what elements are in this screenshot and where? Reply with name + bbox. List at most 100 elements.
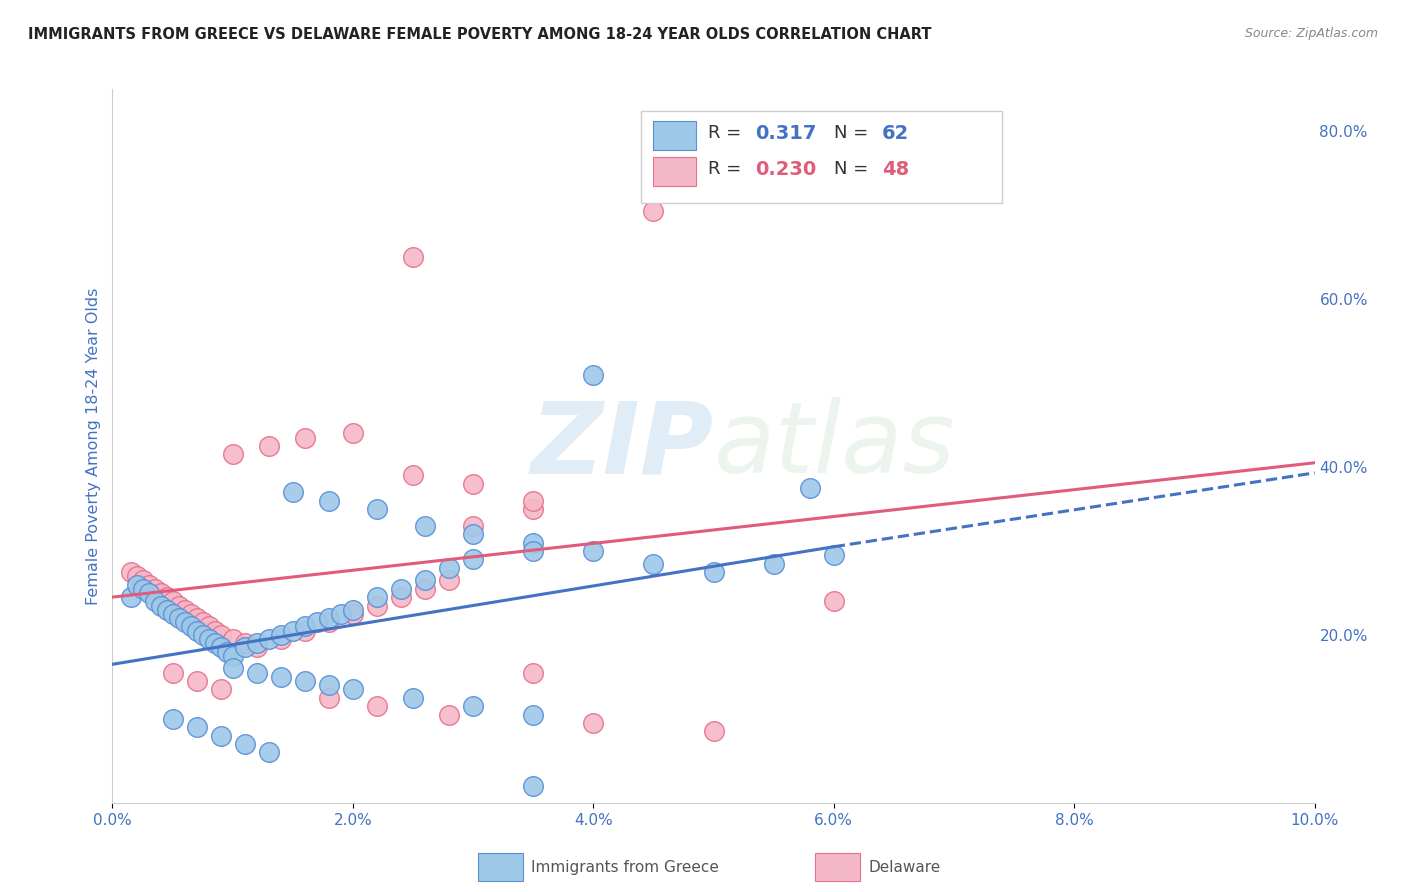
- Point: [143, 582, 166, 596]
- Point: [318, 611, 340, 625]
- Point: [366, 699, 388, 714]
- Point: [209, 640, 232, 655]
- Text: IMMIGRANTS FROM GREECE VS DELAWARE FEMALE POVERTY AMONG 18-24 YEAR OLDS CORRELAT: IMMIGRANTS FROM GREECE VS DELAWARE FEMAL…: [28, 27, 932, 42]
- Text: atlas: atlas: [713, 398, 955, 494]
- Point: [191, 615, 214, 630]
- Point: [318, 690, 340, 705]
- Point: [329, 607, 352, 621]
- Point: [294, 431, 316, 445]
- Point: [149, 586, 172, 600]
- Point: [281, 485, 304, 500]
- Point: [180, 619, 202, 633]
- Point: [270, 670, 292, 684]
- Text: N =: N =: [834, 161, 873, 178]
- Point: [461, 552, 484, 566]
- Point: [209, 628, 232, 642]
- Point: [461, 527, 484, 541]
- Point: [138, 586, 160, 600]
- Point: [246, 640, 269, 655]
- Point: [522, 665, 544, 680]
- Point: [186, 674, 208, 689]
- Text: R =: R =: [707, 161, 747, 178]
- Point: [222, 648, 245, 663]
- Point: [402, 468, 425, 483]
- FancyBboxPatch shape: [654, 121, 696, 150]
- Point: [522, 544, 544, 558]
- Point: [215, 645, 238, 659]
- Point: [437, 560, 460, 574]
- Point: [402, 690, 425, 705]
- Text: 62: 62: [882, 124, 910, 143]
- Point: [233, 737, 256, 751]
- Point: [204, 636, 226, 650]
- Point: [762, 557, 785, 571]
- Point: [270, 628, 292, 642]
- Point: [257, 439, 280, 453]
- Point: [222, 447, 245, 461]
- Point: [270, 632, 292, 646]
- Point: [522, 535, 544, 549]
- Point: [294, 624, 316, 638]
- Point: [173, 615, 195, 630]
- Point: [702, 724, 725, 739]
- Point: [197, 632, 219, 646]
- Point: [186, 624, 208, 638]
- Point: [799, 481, 821, 495]
- Point: [281, 624, 304, 638]
- Point: [294, 674, 316, 689]
- Point: [155, 590, 177, 604]
- Point: [197, 619, 219, 633]
- Point: [180, 607, 202, 621]
- Text: Source: ZipAtlas.com: Source: ZipAtlas.com: [1244, 27, 1378, 40]
- Point: [582, 716, 605, 731]
- Point: [823, 548, 845, 562]
- Point: [461, 518, 484, 533]
- Point: [305, 615, 328, 630]
- Y-axis label: Female Poverty Among 18-24 Year Olds: Female Poverty Among 18-24 Year Olds: [86, 287, 101, 605]
- Point: [366, 599, 388, 613]
- Point: [131, 582, 153, 596]
- Point: [204, 624, 226, 638]
- Point: [437, 707, 460, 722]
- Point: [389, 590, 412, 604]
- Point: [246, 636, 269, 650]
- Point: [246, 665, 269, 680]
- Point: [318, 493, 340, 508]
- Point: [222, 632, 245, 646]
- Point: [120, 565, 142, 579]
- Point: [173, 603, 195, 617]
- Point: [389, 582, 412, 596]
- FancyBboxPatch shape: [641, 111, 1002, 203]
- Point: [366, 502, 388, 516]
- Point: [222, 661, 245, 675]
- Text: 0.317: 0.317: [755, 124, 817, 143]
- Point: [125, 569, 148, 583]
- Point: [522, 502, 544, 516]
- Point: [342, 682, 364, 697]
- Point: [257, 632, 280, 646]
- Point: [125, 577, 148, 591]
- Point: [162, 594, 184, 608]
- Point: [162, 665, 184, 680]
- Point: [318, 678, 340, 692]
- Point: [342, 426, 364, 441]
- Point: [191, 628, 214, 642]
- Point: [413, 574, 436, 588]
- Point: [823, 594, 845, 608]
- Point: [209, 729, 232, 743]
- Text: N =: N =: [834, 125, 873, 143]
- Point: [413, 582, 436, 596]
- Text: 0.230: 0.230: [755, 160, 817, 178]
- Point: [167, 599, 190, 613]
- Text: Immigrants from Greece: Immigrants from Greece: [531, 860, 720, 874]
- Point: [162, 712, 184, 726]
- Point: [643, 557, 665, 571]
- Point: [522, 493, 544, 508]
- Point: [233, 640, 256, 655]
- Point: [143, 594, 166, 608]
- Point: [342, 603, 364, 617]
- Point: [402, 250, 425, 264]
- Point: [702, 565, 725, 579]
- Point: [582, 368, 605, 382]
- Point: [209, 682, 232, 697]
